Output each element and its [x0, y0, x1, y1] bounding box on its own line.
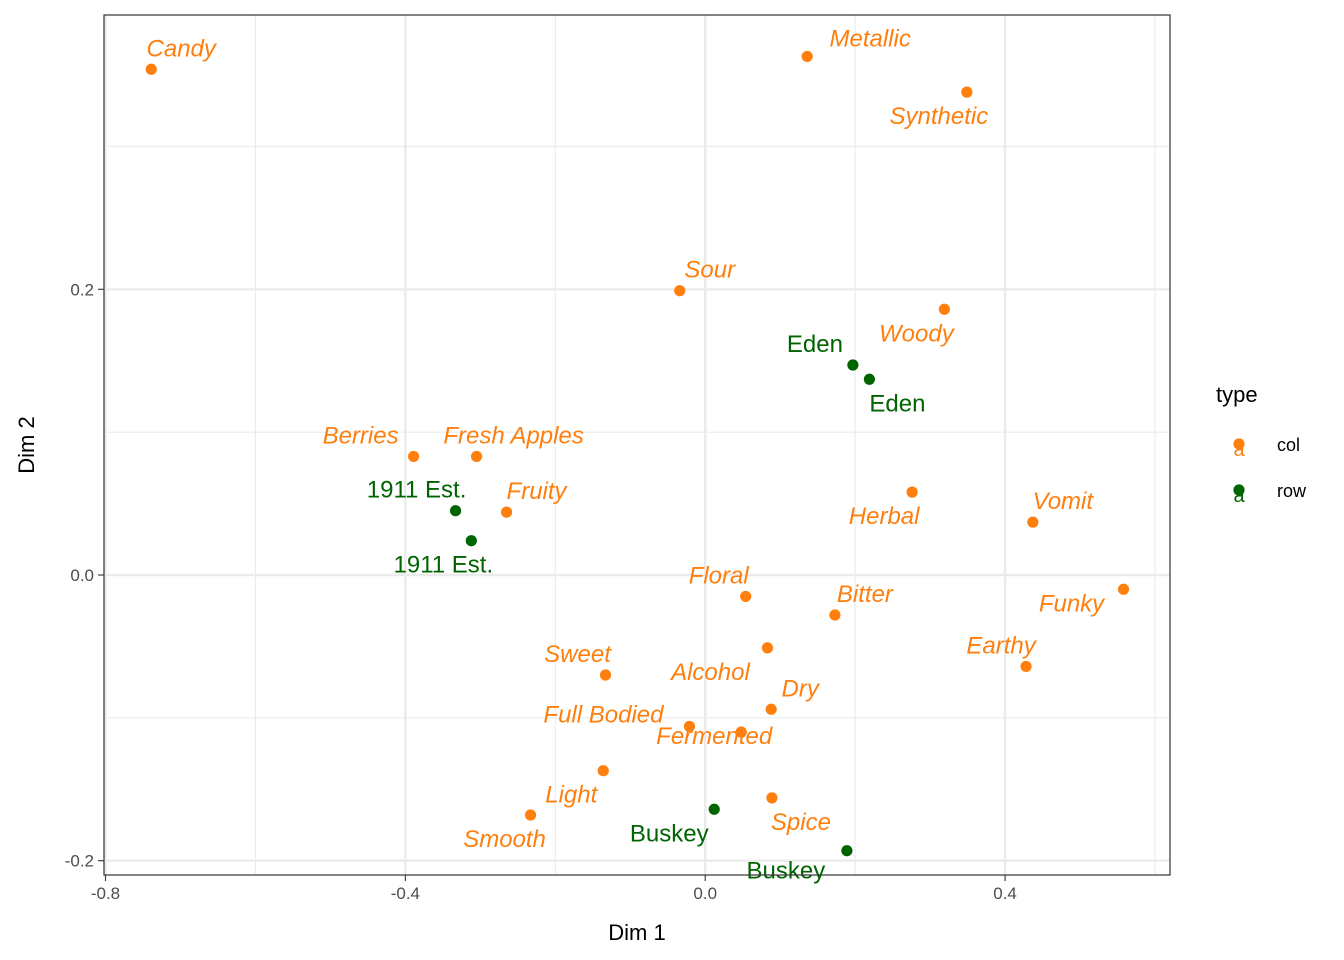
col-point	[829, 609, 841, 621]
col-point-label: Smooth	[463, 826, 546, 853]
y-axis-title: Dim 2	[14, 416, 39, 473]
col-point-label: Fresh Apples	[443, 422, 584, 449]
row-point-label: 1911 Est.	[394, 552, 494, 579]
col-point	[740, 590, 752, 603]
col-point	[1027, 516, 1039, 528]
y-tick-label: 0.0	[70, 566, 94, 585]
col-point	[1117, 583, 1130, 595]
row-point	[847, 359, 859, 371]
col-point-label: Earthy	[966, 632, 1037, 659]
row-point-label: Buskey	[747, 858, 826, 885]
col-point	[735, 726, 747, 738]
col-point	[597, 765, 609, 777]
col-point-label: Metallic	[829, 25, 910, 52]
y-tick-label: -0.2	[65, 852, 94, 871]
x-axis: -0.8 -0.4 0.0 0.4	[91, 875, 1017, 903]
col-point	[674, 285, 686, 297]
col-point	[961, 86, 973, 98]
row-point-label: Buskey	[630, 820, 709, 847]
row-point-label: Eden	[787, 331, 843, 358]
col-point	[683, 720, 696, 733]
row-point	[449, 505, 462, 517]
x-axis-title: Dim 1	[608, 920, 665, 945]
major-gridlines	[104, 15, 1170, 875]
col-point-label: Woody	[879, 320, 956, 347]
col-point-label: Full Bodied	[543, 701, 664, 728]
plot-panel: Candy Metallic Synthetic Sour Woody Berries Fr…	[103, 14, 1171, 885]
col-point	[1020, 660, 1032, 673]
row-point	[708, 803, 720, 815]
col-point-label: Berries	[323, 422, 399, 449]
col-point	[766, 792, 778, 804]
y-tick-label: 0.2	[70, 280, 94, 299]
col-point	[408, 450, 420, 463]
col-point	[145, 63, 157, 75]
col-point-label: Fermented	[656, 723, 773, 750]
legend: type a col a row	[1216, 382, 1307, 507]
col-point	[470, 450, 483, 463]
col-point-label: Dry	[782, 675, 821, 702]
row-point	[841, 845, 853, 857]
x-tick-label: -0.8	[91, 884, 120, 903]
col-point-label: Vomit	[1033, 488, 1095, 515]
col-point	[761, 642, 774, 654]
legend-key-glyph: a	[1233, 485, 1245, 507]
legend-label: row	[1277, 481, 1307, 501]
col-point	[765, 703, 777, 715]
col-point-label: Herbal	[849, 503, 920, 530]
x-tick-label: 0.0	[693, 884, 717, 903]
col-point-label: Funky	[1039, 590, 1106, 617]
row-point	[863, 373, 875, 385]
col-point	[801, 50, 813, 63]
legend-key-point	[1233, 484, 1245, 496]
panel-border	[103, 14, 1171, 876]
col-point-label: Floral	[689, 562, 750, 589]
col-point-label: Alcohol	[669, 659, 750, 686]
legend-label: col	[1277, 435, 1300, 455]
legend-title: type	[1216, 382, 1258, 407]
col-point	[599, 669, 612, 681]
row-point-label: Eden	[869, 390, 925, 417]
col-point-label: Light	[545, 782, 598, 809]
minor-gridlines	[104, 15, 1170, 875]
col-point-label: Sour	[684, 257, 736, 284]
col-point-label: Sweet	[544, 641, 612, 668]
panel-background	[104, 15, 1170, 875]
col-point-label: Candy	[147, 35, 218, 62]
point-labels: Candy Metallic Synthetic Sour Woody Berries Fr…	[147, 25, 1107, 884]
y-axis: -0.2 0.0 0.2	[65, 280, 104, 871]
x-tick-label: 0.4	[993, 884, 1017, 903]
col-point	[938, 303, 950, 315]
col-point-label: Bitter	[837, 581, 894, 608]
col-point-label: Synthetic	[889, 103, 988, 130]
col-point	[524, 809, 537, 821]
col-point	[500, 506, 513, 518]
col-point	[906, 486, 918, 498]
legend-key-glyph: a	[1233, 439, 1245, 461]
row-point	[465, 535, 477, 547]
col-point-label: Fruity	[507, 478, 569, 505]
col-point-label: Spice	[771, 809, 831, 836]
x-tick-label: -0.4	[391, 884, 420, 903]
legend-key-point	[1233, 438, 1245, 450]
data-points	[145, 50, 1130, 857]
row-point-label: 1911 Est.	[367, 477, 467, 504]
